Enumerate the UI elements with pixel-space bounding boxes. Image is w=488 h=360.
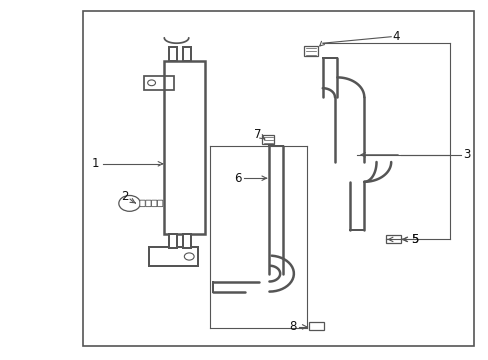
Bar: [163, 61, 205, 234]
Text: 2: 2: [121, 190, 128, 203]
FancyBboxPatch shape: [151, 200, 157, 207]
Bar: [144, 76, 173, 90]
Text: 6: 6: [234, 172, 242, 185]
Text: 5: 5: [410, 233, 418, 246]
Circle shape: [119, 195, 140, 211]
Text: 3: 3: [462, 148, 470, 161]
Bar: [183, 47, 191, 61]
Text: 4: 4: [391, 30, 399, 43]
Bar: [262, 135, 274, 144]
Bar: [308, 322, 323, 330]
Bar: [168, 234, 176, 248]
Bar: [168, 47, 176, 61]
Text: 8: 8: [289, 320, 297, 333]
Bar: [149, 247, 198, 266]
FancyBboxPatch shape: [145, 200, 151, 207]
Bar: [83, 11, 473, 346]
Bar: [304, 46, 317, 56]
FancyBboxPatch shape: [157, 200, 163, 207]
Bar: [386, 235, 400, 243]
Text: 7: 7: [253, 128, 261, 141]
FancyBboxPatch shape: [140, 200, 145, 207]
Text: 1: 1: [91, 157, 99, 170]
Text: 5: 5: [410, 233, 418, 246]
Bar: [183, 234, 191, 248]
